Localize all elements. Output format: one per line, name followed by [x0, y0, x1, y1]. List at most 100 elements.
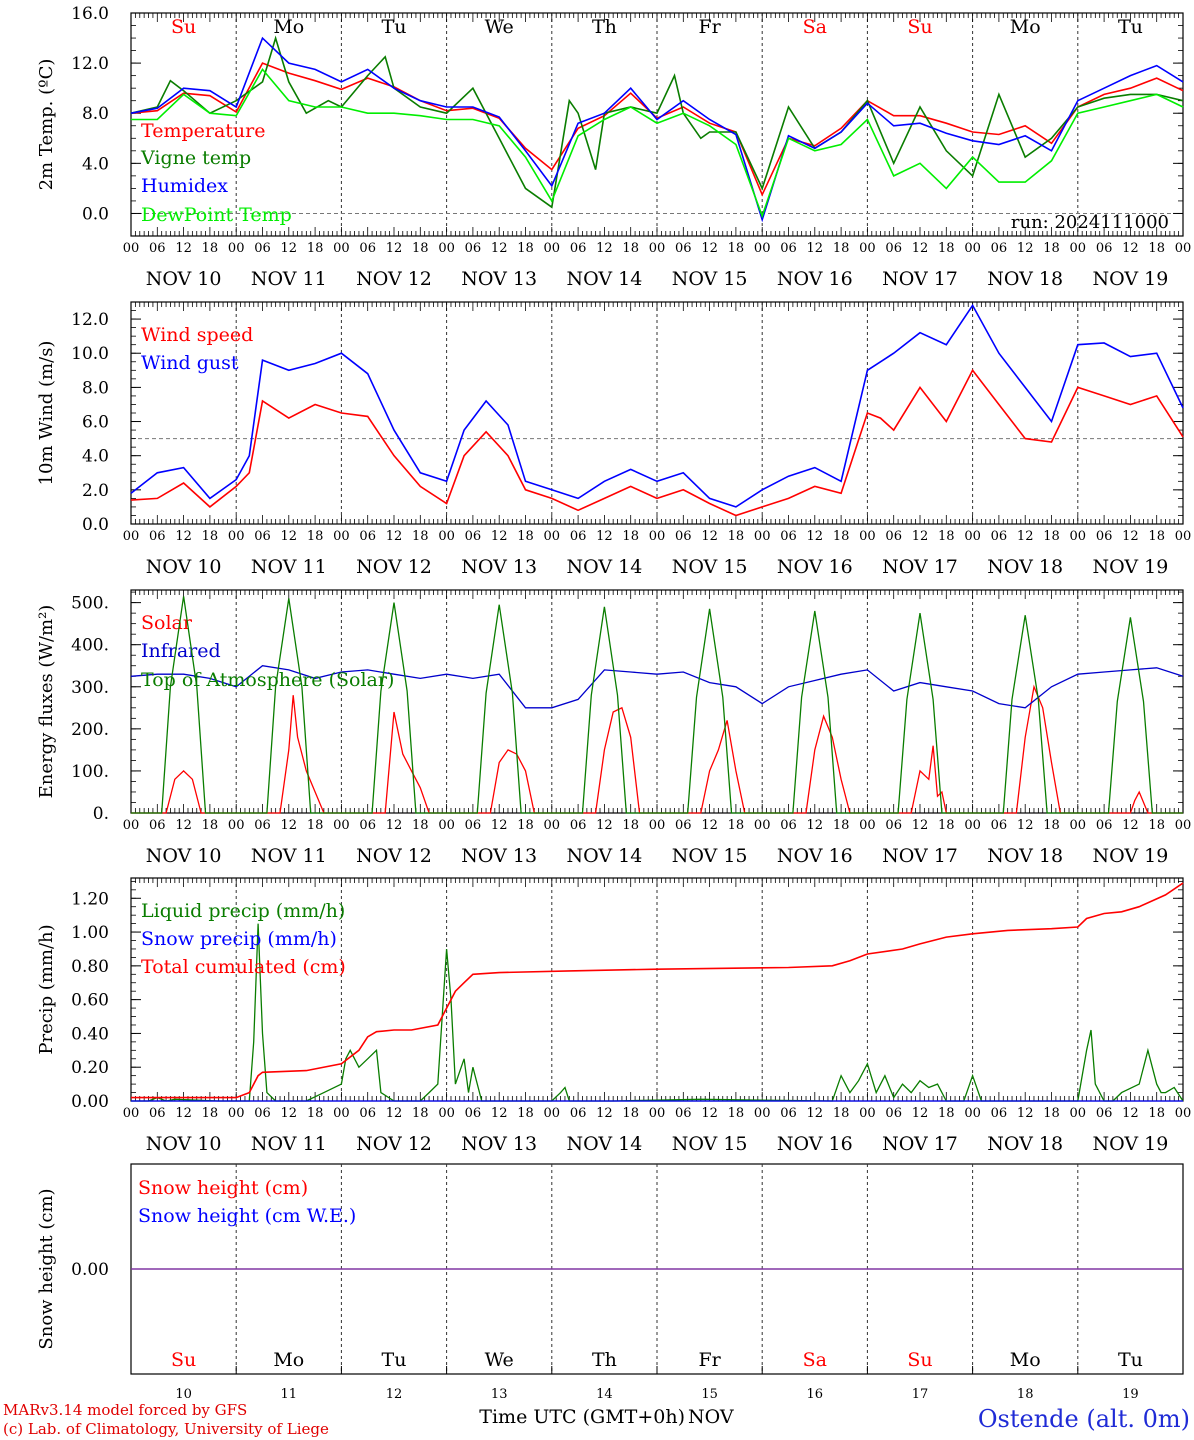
hour-tick-label: 18 [307, 241, 324, 256]
date-label: NOV 13 [461, 1133, 537, 1155]
legend-entry: Snow height (cm) [138, 1177, 308, 1199]
hour-tick-label: 12 [912, 818, 929, 833]
date-label: NOV 10 [146, 1133, 222, 1155]
hour-tick-label: 18 [1148, 529, 1165, 544]
hour-tick-label: 18 [1043, 818, 1060, 833]
hour-tick-label: 00 [1070, 241, 1087, 256]
hour-tick-label: 00 [1070, 529, 1087, 544]
y-tick-label: 6.0 [82, 413, 109, 433]
hour-tick-label: 18 [1148, 1106, 1165, 1121]
y-tick-label: 10.0 [71, 344, 109, 364]
date-label: NOV 16 [777, 1133, 853, 1155]
hour-tick-label: 12 [386, 241, 403, 256]
panel-5: 0.00 Snow height (cm) Snow height (cm) Snow… [36, 1163, 1184, 1428]
hour-tick-label: 00 [438, 529, 455, 544]
hour-tick-label: 06 [254, 1106, 271, 1121]
hour-tick-label: 06 [780, 1106, 797, 1121]
hour-tick-label: 00 [123, 529, 140, 544]
hour-tick-label: 00 [438, 1106, 455, 1121]
hour-tick-label: 00 [333, 529, 350, 544]
hour-tick-label: 18 [412, 1106, 429, 1121]
y-axis-label: 2m Temp. (ºC) [36, 59, 57, 191]
hour-tick-label: 18 [728, 1106, 745, 1121]
hour-tick-label: 06 [780, 818, 797, 833]
weekday-label: Fr [698, 1349, 721, 1371]
hour-tick-label: 18 [833, 1106, 850, 1121]
hour-tick-label: 06 [885, 1106, 902, 1121]
hour-tick-label: 12 [701, 529, 718, 544]
hour-tick-label: 18 [412, 241, 429, 256]
weekday-label: Th [592, 1349, 617, 1371]
hour-tick-label: 12 [912, 1106, 929, 1121]
date-label: NOV 13 [461, 268, 537, 290]
hour-tick-label: 06 [359, 818, 376, 833]
date-label: NOV 17 [882, 556, 958, 578]
hour-tick-label: 00 [228, 241, 245, 256]
hour-tick-label: 00 [544, 529, 561, 544]
y-tick-label: 0.20 [71, 1058, 109, 1078]
y-tick-label: 2.0 [82, 481, 109, 501]
hour-tick-label: 00 [333, 818, 350, 833]
hour-tick-label: 18 [622, 241, 639, 256]
legend-entry: DewPoint Temp [141, 204, 292, 226]
day-number-label: 14 [596, 1387, 613, 1402]
date-label: NOV 11 [251, 845, 327, 867]
plot-frame [130, 589, 1184, 814]
hour-tick-label: 18 [307, 529, 324, 544]
date-label: NOV 14 [566, 1133, 642, 1155]
hour-tick-label: 06 [465, 241, 482, 256]
hour-tick-label: 00 [544, 1106, 561, 1121]
day-number-label: 12 [386, 1387, 403, 1402]
hour-tick-label: 18 [1148, 818, 1165, 833]
hour-tick-label: 00 [123, 1106, 140, 1121]
hour-tick-label: 06 [991, 1106, 1008, 1121]
date-label: NOV 14 [566, 268, 642, 290]
y-tick-label: 8.0 [82, 378, 109, 398]
hour-tick-label: 12 [807, 1106, 824, 1121]
weekday-label: We [485, 1349, 514, 1371]
hour-tick-label: 12 [596, 818, 613, 833]
hour-tick-label: 00 [544, 818, 561, 833]
weekday-label: Tu [382, 16, 407, 38]
date-label: NOV 10 [146, 845, 222, 867]
y-tick-label: 1.00 [71, 923, 109, 943]
legend-entry: Wind gust [141, 352, 239, 374]
panel-2: 0.0 2.0 4.0 6.0 8.0 10.0 12.0 10m Wind (m/s) Win… [36, 301, 1191, 578]
weekday-label: Mo [273, 1349, 304, 1371]
legend-entry: Solar [141, 612, 193, 634]
hour-tick-label: 06 [885, 241, 902, 256]
hour-tick-label: 06 [465, 1106, 482, 1121]
date-label: NOV 19 [1092, 845, 1168, 867]
hour-tick-label: 00 [859, 818, 876, 833]
panel-4: 0.00 0.20 0.40 0.60 0.80 1.00 1.20 Precip (mm/h… [36, 877, 1191, 1155]
hour-tick-label: 00 [754, 818, 771, 833]
date-label: NOV 12 [356, 845, 432, 867]
hour-tick-label: 12 [175, 529, 192, 544]
date-label: NOV 17 [882, 1133, 958, 1155]
weekday-label: Tu [382, 1349, 407, 1371]
hour-tick-label: 06 [570, 818, 587, 833]
date-label: NOV 14 [566, 556, 642, 578]
hour-tick-label: 06 [359, 241, 376, 256]
hour-tick-label: 06 [1096, 241, 1113, 256]
date-label: NOV 17 [882, 845, 958, 867]
y-axis-label: Energy fluxes (W/m²) [36, 605, 57, 799]
hour-tick-label: 06 [991, 529, 1008, 544]
hour-tick-label: 18 [307, 1106, 324, 1121]
y-tick-label: 0.00 [71, 1092, 109, 1112]
y-tick-label: 0.60 [71, 991, 109, 1011]
hour-tick-label: 18 [202, 1106, 219, 1121]
hour-tick-label: 12 [281, 1106, 298, 1121]
hour-tick-label: 00 [544, 241, 561, 256]
legend-entry: Humidex [141, 175, 228, 197]
hour-tick-label: 12 [1017, 1106, 1034, 1121]
hour-tick-label: 12 [596, 529, 613, 544]
y-tick-label: 0.0 [82, 204, 109, 224]
y-tick-label: 0. [93, 804, 109, 824]
hour-tick-label: 18 [412, 818, 429, 833]
hour-tick-label: 00 [859, 1106, 876, 1121]
weekday-label: Su [171, 16, 196, 38]
hour-tick-label: 18 [728, 818, 745, 833]
weekday-label: Sa [803, 16, 827, 38]
weekday-label: Su [907, 1349, 932, 1371]
